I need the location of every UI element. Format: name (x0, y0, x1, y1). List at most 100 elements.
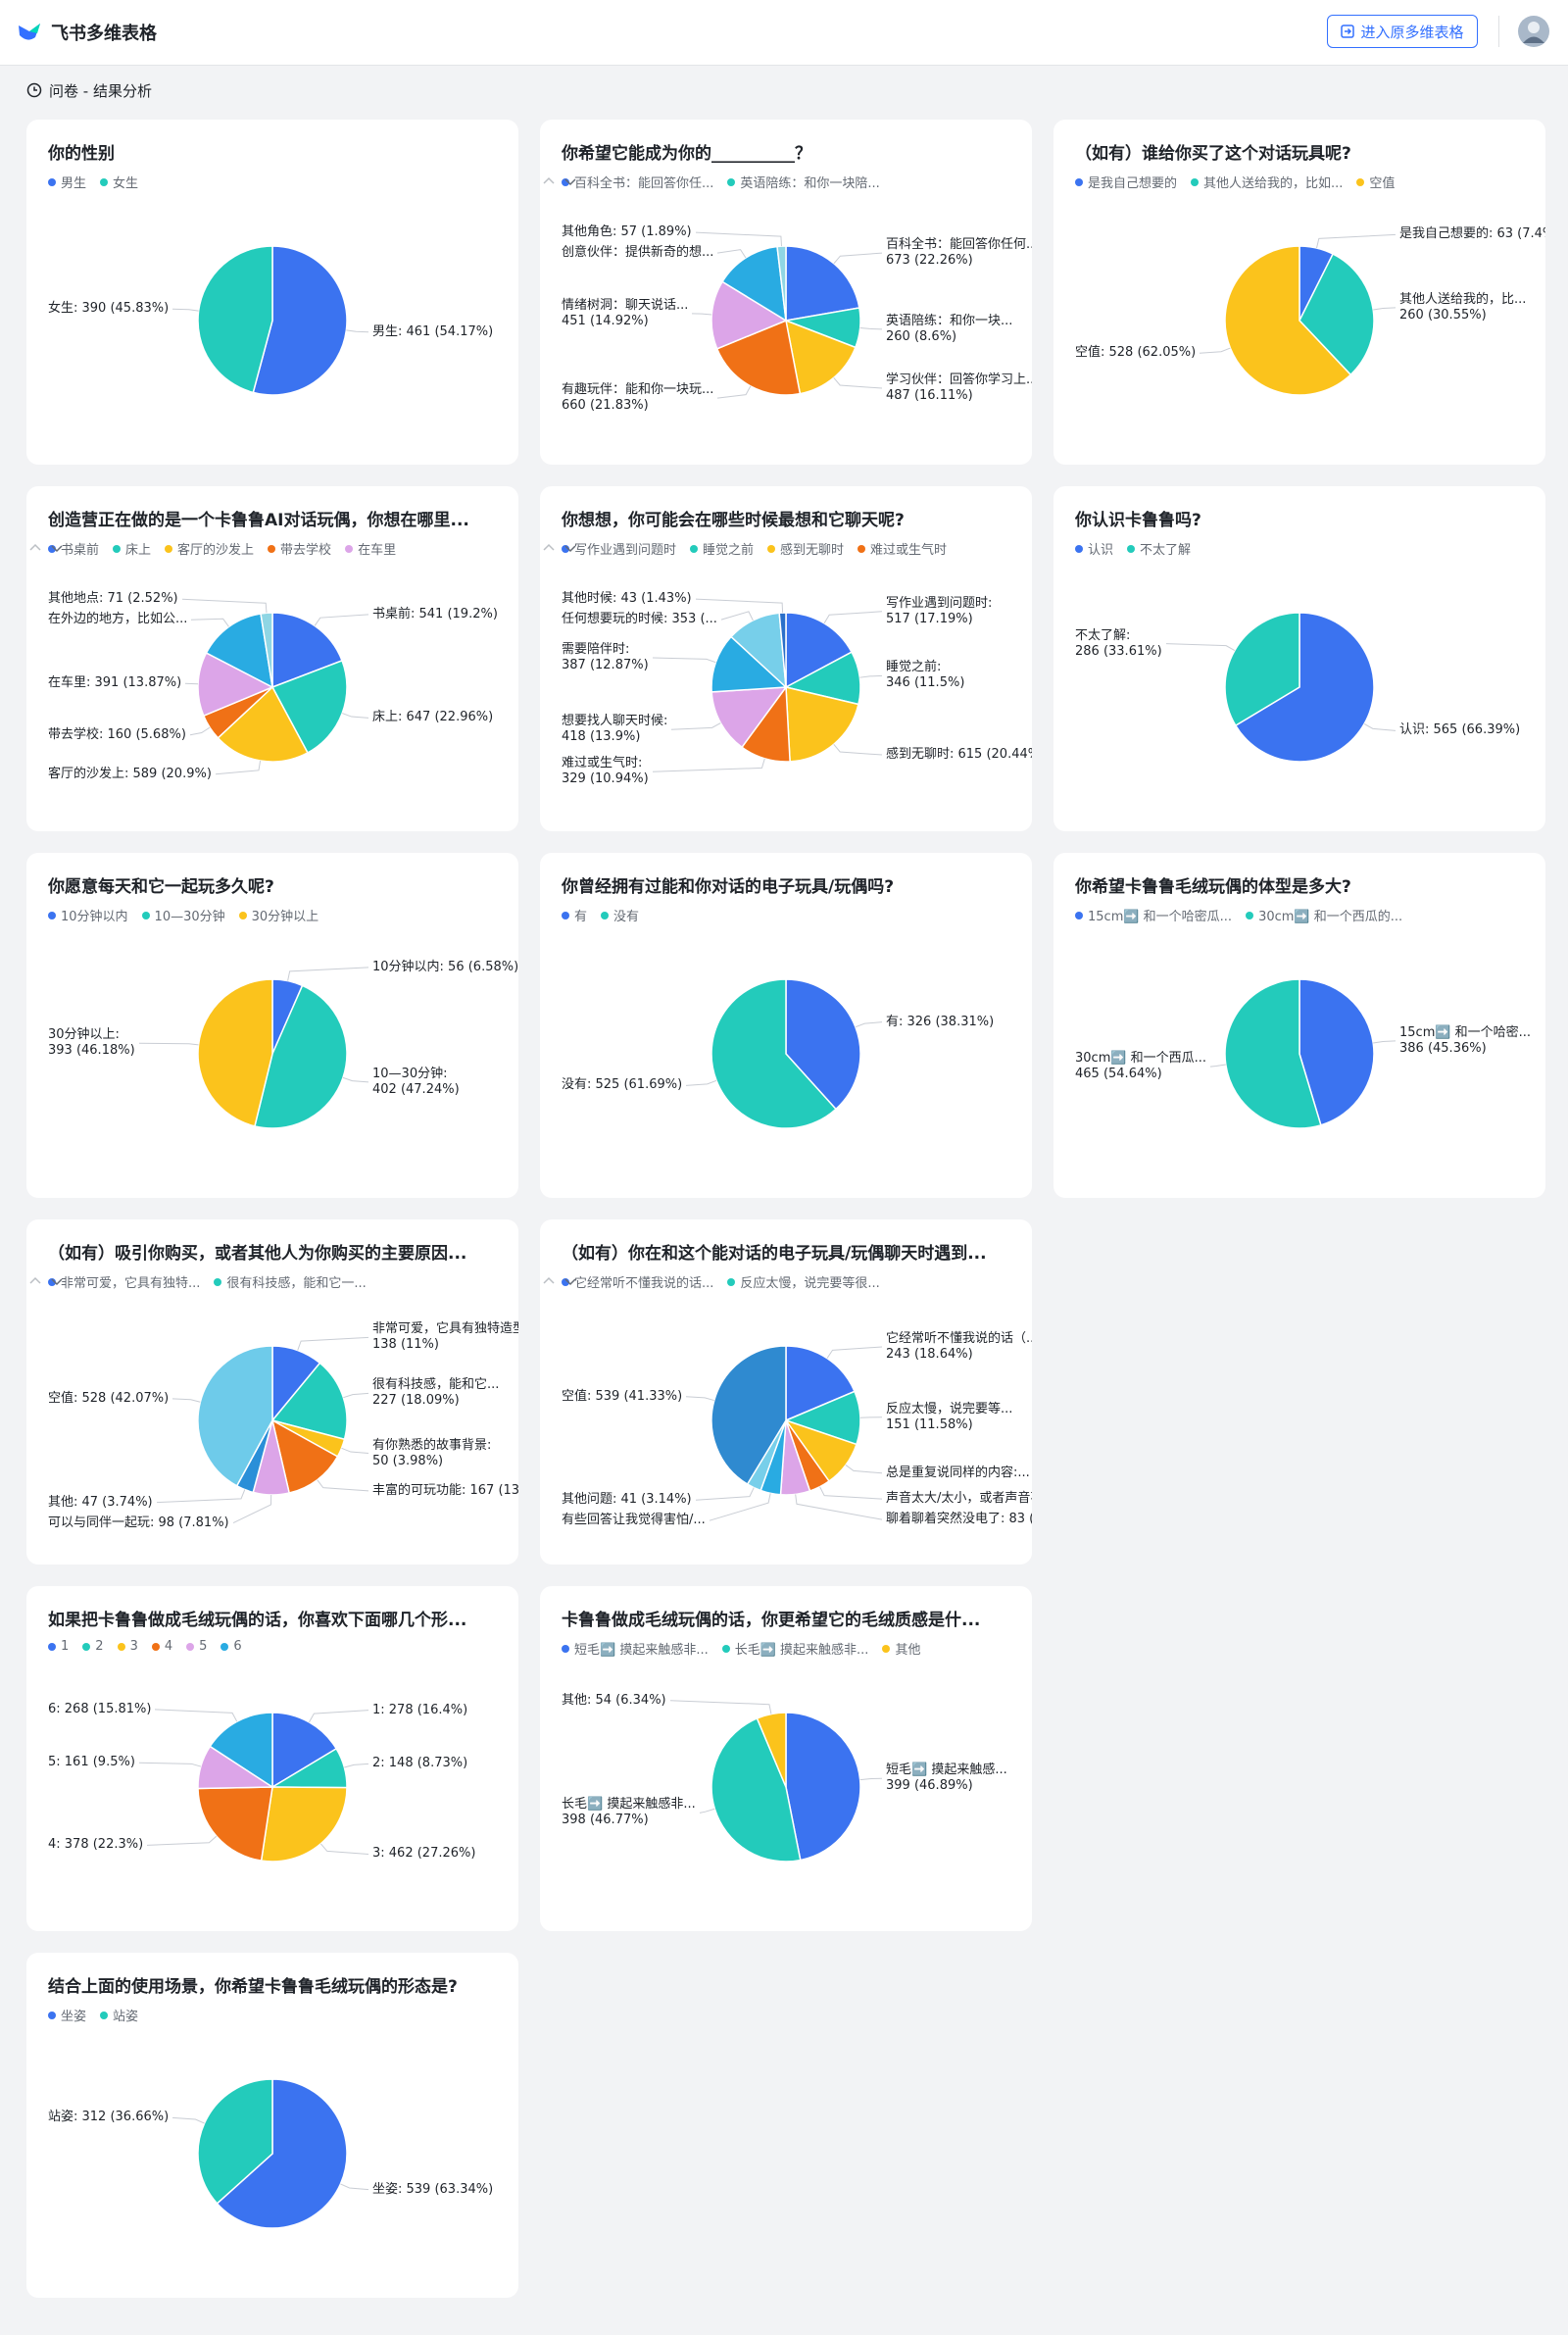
pie-slice (785, 686, 859, 763)
chart-svg (1199, 233, 1396, 396)
slice-label: 短毛➡️ 摸起来触感... 399 (46.89%) (886, 1763, 1007, 1794)
legend-text: 客厅的沙发上 (177, 543, 255, 558)
chart-title: （如有）吸引你购买，或者其他人为你购买的主要原因... (48, 1244, 467, 1264)
avatar[interactable] (1517, 15, 1550, 48)
slice-label: 1: 278 (16.4%) (372, 1702, 468, 1717)
chart-title: （如有）谁给你买了这个对话玩具呢? (1075, 144, 1351, 164)
legend-pager[interactable] (540, 1274, 579, 1288)
legend-dot (48, 911, 56, 919)
leader-line (826, 1346, 883, 1359)
leader-line (691, 313, 712, 316)
icon (1341, 25, 1355, 38)
legend-dot (151, 1642, 160, 1651)
slice-label: 有些回答让我觉得害怕/... (562, 1513, 706, 1528)
slice-label: 3: 462 (27.26%) (372, 1846, 476, 1862)
top-bar: 飞书多维表格 进入原多维表格 (0, 0, 1568, 66)
legend-item: 2 (82, 1639, 104, 1654)
leader-line (669, 1700, 772, 1714)
legend-item: 10—30分钟 (141, 906, 225, 924)
legend-dot (1075, 177, 1083, 186)
legend-dot (48, 2011, 56, 2019)
legend: 坐姿 站姿 (48, 2006, 497, 2024)
legend-dot (562, 544, 569, 553)
legend-item: 有 (562, 906, 587, 924)
legend-pager[interactable] (26, 1274, 66, 1288)
slice-label: 没有: 525 (61.69%) (562, 1077, 683, 1093)
legend-dot (767, 544, 776, 553)
slice-label: 书桌前: 541 (19.2%) (372, 606, 498, 621)
slice-label: 空值: 539 (41.33%) (562, 1388, 683, 1404)
chart-title: 你的性别 (48, 144, 115, 164)
chart-card: （如有）谁给你买了这个对话玩具呢? 是我自己想要的 其他人送给我的，比如... 空值是… (1054, 120, 1545, 465)
slice-label: 15cm➡️ 和一个哈密... 386 (45.36%) (1399, 1024, 1532, 1056)
chart-svg (138, 1709, 369, 1863)
legend-pager[interactable] (540, 541, 579, 555)
pie-slice (785, 245, 860, 322)
slice-label: 其他人送给我的，比... 260 (30.55%) (1399, 291, 1527, 323)
slice-label: 其他: 54 (6.34%) (562, 1692, 666, 1708)
legend-item: 4 (151, 1639, 172, 1654)
legend-item: 10分钟以内 (48, 906, 128, 924)
slice-label: 床上: 647 (22.96%) (372, 710, 494, 725)
pager-up (543, 543, 555, 551)
leader-line (652, 758, 765, 772)
chart-card: 你的性别 男生 女生 男生: 461 (54.17%) 女生: 390 (45.83%) (26, 120, 518, 465)
legend-dot (1075, 544, 1083, 553)
legend-pager[interactable] (540, 174, 579, 188)
slice-label: 坐姿: 539 (63.34%) (372, 2181, 494, 2197)
slice-label: 空值: 528 (42.07%) (48, 1390, 170, 1406)
open-base-button[interactable]: 进入原多维表格 (1327, 15, 1478, 48)
slice-label: 写作业遇到问题时: 517 (17.19%) (886, 595, 993, 626)
pie-slice (710, 635, 788, 693)
slice-label: 不太了解: 286 (33.61%) (1075, 627, 1162, 659)
legend-dot (562, 1644, 569, 1653)
divider (1498, 16, 1499, 47)
legend: 10分钟以内 10—30分钟 30分钟以上 (48, 906, 497, 924)
pie-slice (1224, 245, 1352, 396)
slice-label: 其他: 47 (3.74%) (48, 1494, 153, 1510)
legend-text: 女生 (113, 176, 139, 191)
legend-item: 6 (220, 1639, 242, 1654)
legend-item: 床上 (113, 539, 151, 558)
legend-item: 睡觉之前 (690, 539, 754, 558)
leader-line (859, 1777, 883, 1781)
pie-slice (1224, 612, 1300, 727)
legend-text: 写作业遇到问题时 (574, 543, 677, 558)
pie-slice (785, 319, 857, 395)
slice-label: 有趣玩伴：能和你一块玩... 660 (21.83%) (562, 382, 714, 414)
chart-card: （如有）你在和这个能对话的电子玩具/玩偶聊天时遇到... 它经常听不懂我说的话..… (540, 1219, 1032, 1565)
slice-label: 30分钟以上: 393 (46.18%) (48, 1027, 135, 1059)
pager-up (543, 1276, 555, 1284)
slice-label: 反应太慢，说完要等... 151 (11.58%) (886, 1401, 1013, 1432)
leader-line (138, 1762, 202, 1767)
chart-svg (1165, 612, 1396, 763)
leader-line (342, 713, 369, 719)
leader-line (859, 326, 883, 330)
chart-card: 创造营正在做的是一个卡鲁鲁AI对话玩偶，你想在哪里... 书桌前 床上 客厅的沙发上带… (26, 486, 518, 831)
pager-down (564, 178, 576, 186)
legend-dot (882, 1644, 891, 1653)
slice-label: 2: 148 (8.73%) (372, 1756, 468, 1771)
leader-line (695, 231, 782, 247)
leader-line (819, 1486, 883, 1500)
slice-label: 总是重复说同样的内容:... (886, 1465, 1030, 1480)
legend-dot (690, 544, 699, 553)
legend-text: 英语陪练：和你一块陪... (740, 176, 880, 191)
pie-slice (785, 1345, 856, 1422)
legend: 它经常听不懂我说的话... 反应太慢，说完要等很... (562, 1272, 1010, 1291)
legend-text: 站姿 (113, 2010, 139, 2024)
chart-card: 如果把卡鲁鲁做成毛绒玩偶的话，你喜欢下面哪几个形... 1 2 3 4 5 6 1: 278 … (26, 1586, 518, 1931)
slice-label: 男生: 461 (54.17%) (372, 323, 494, 339)
legend-item: 英语陪练：和你一块陪... (727, 173, 880, 191)
chart-svg (652, 598, 883, 772)
legend-text: 睡觉之前 (703, 543, 755, 558)
slice-label: 其他问题: 41 (3.14%) (562, 1492, 692, 1508)
legend-pager[interactable] (26, 541, 66, 555)
pie-slice (1234, 612, 1375, 763)
chart-svg (138, 967, 369, 1129)
legend-text: 长毛➡️ 摸起来触感非... (734, 1643, 869, 1658)
leader-line (287, 967, 369, 981)
leader-line (823, 611, 883, 624)
chart-title: 你曾经拥有过能和你对话的电子玩具/玩偶吗? (562, 877, 895, 897)
legend-text: 不太了解 (1140, 543, 1192, 558)
